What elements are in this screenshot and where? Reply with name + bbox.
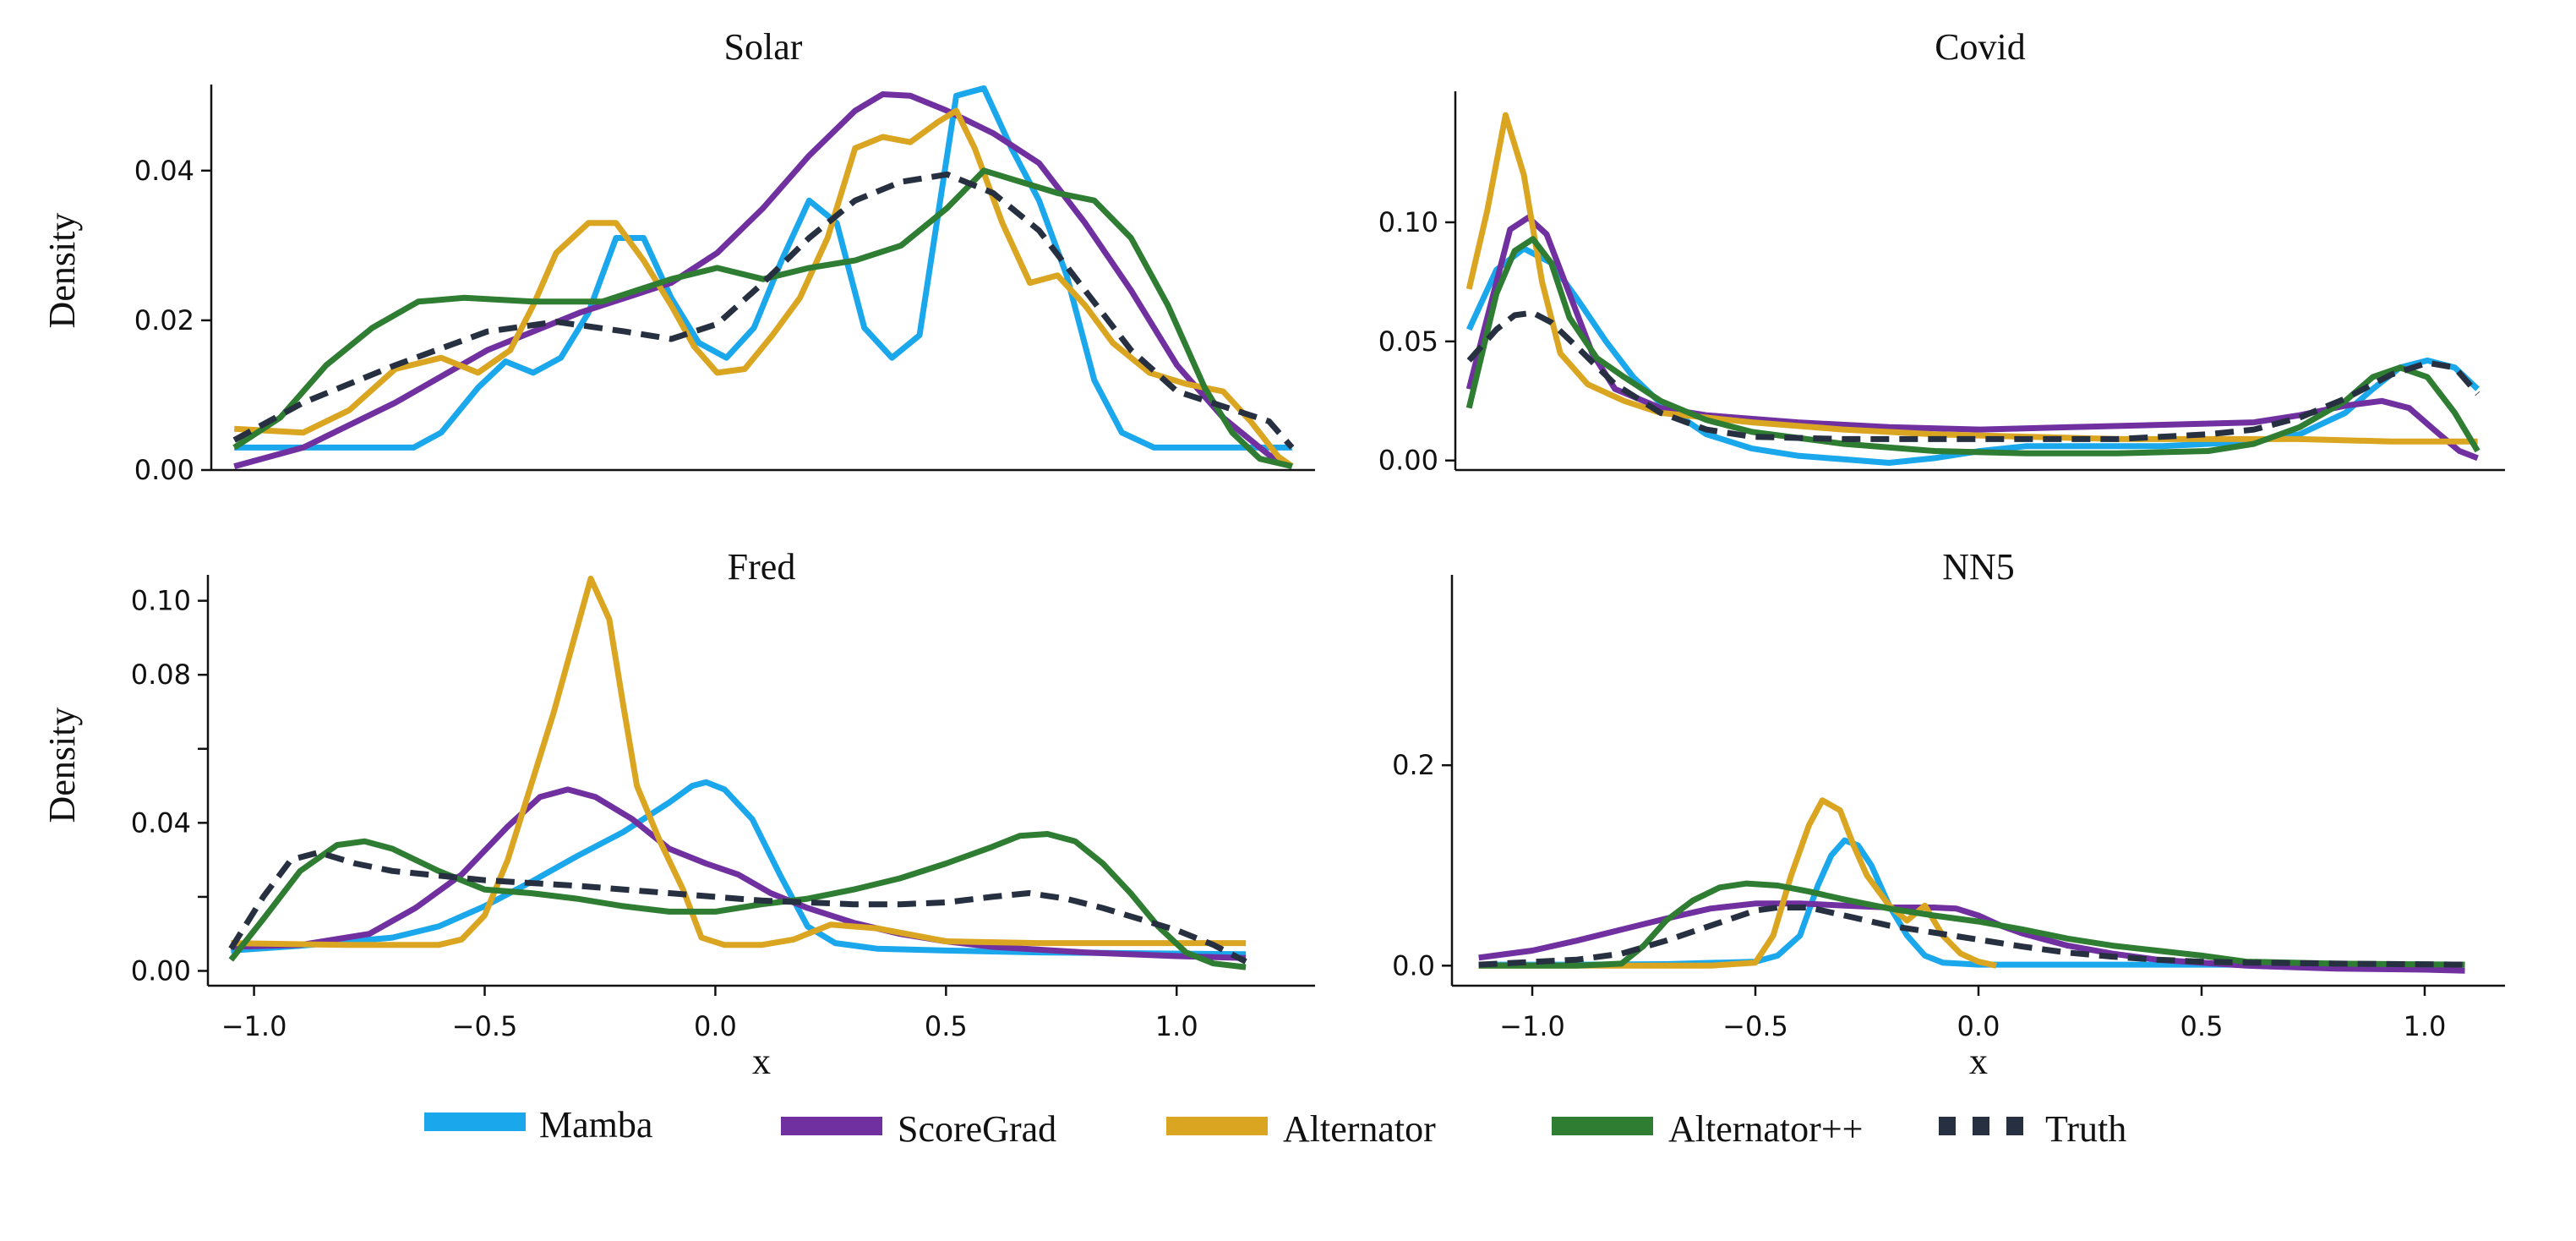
- panel-fred: Fred 0.00 0.04 0.08 0.10 −1.0 −0.5 0.0 0.5 1.0 Den…: [41, 546, 1315, 1082]
- series-line-alternatorplusplus: [232, 167, 1293, 470]
- x-tick-label: 1.0: [1155, 1010, 1198, 1042]
- series-line-alternator: [1478, 797, 1997, 969]
- x-axis-label: x: [752, 1041, 771, 1082]
- x-axis-label: x: [1969, 1041, 1988, 1082]
- x-tick-label: −0.5: [452, 1010, 518, 1042]
- legend-item-mamba: Mamba: [424, 1104, 652, 1145]
- x-tick-label: 0.0: [1957, 1010, 2000, 1042]
- y-tick-label: 0.02: [134, 304, 194, 336]
- series-line-mamba: [234, 85, 1292, 451]
- legend-item-scoregrad: ScoreGrad: [781, 1108, 1056, 1150]
- y-axis-label: Density: [41, 213, 83, 329]
- y-tick-label: 0.05: [1378, 325, 1438, 358]
- panel-title: Fred: [728, 546, 796, 588]
- x-tick-label: −1.0: [221, 1010, 287, 1042]
- x-tick-label: −0.5: [1722, 1010, 1788, 1042]
- y-tick-label: 0.00: [134, 454, 194, 486]
- y-tick-label: 0.08: [131, 659, 191, 691]
- series-line-alternatorplusplus: [1465, 236, 2480, 456]
- panel-solar: Solar 0.00 0.02 0.04 Density: [41, 26, 1315, 486]
- series-line-scoregrad: [1465, 214, 2479, 462]
- y-tick-label: 0.04: [131, 806, 191, 839]
- legend-label: ScoreGrad: [898, 1108, 1056, 1150]
- series-line-alternator: [234, 107, 1294, 469]
- y-tick-label: 0.10: [131, 585, 191, 617]
- panel-title: Covid: [1935, 26, 2026, 68]
- series-line-truth: [228, 849, 1247, 965]
- y-tick-label: 0.0: [1392, 949, 1435, 981]
- legend-label: Truth: [2045, 1108, 2126, 1150]
- legend-label: Mamba: [539, 1104, 652, 1145]
- series-line-mamba: [231, 779, 1247, 958]
- legend-label: Alternator++: [1668, 1108, 1863, 1150]
- series-line-alternatorplusplus: [1478, 880, 2465, 969]
- panel-covid: Covid 0.00 0.05 0.10: [1378, 26, 2505, 477]
- legend-label: Alternator: [1283, 1108, 1436, 1150]
- series-line-truth: [1478, 905, 2465, 968]
- x-tick-label: 0.5: [2180, 1010, 2224, 1042]
- panel-title: NN5: [1942, 546, 2015, 588]
- y-tick-label: 0.00: [131, 954, 191, 987]
- y-axis-label: Density: [41, 708, 83, 823]
- x-tick-label: −1.0: [1499, 1010, 1565, 1042]
- x-tick-label: 1.0: [2404, 1010, 2447, 1042]
- y-tick-label: 0.10: [1378, 206, 1438, 238]
- panel-nn5: NN5 0.0 0.2 −1.0 −0.5 0.0 0.5 1.0 x: [1392, 546, 2505, 1082]
- series-line-scoregrad: [231, 786, 1247, 961]
- y-tick-label: 0.00: [1378, 445, 1438, 477]
- x-tick-label: 0.0: [694, 1010, 737, 1042]
- legend-item-truth: Truth: [1939, 1108, 2126, 1150]
- panel-title: Solar: [724, 26, 803, 68]
- y-tick-label: 0.04: [134, 155, 194, 187]
- panels: Solar 0.00 0.02 0.04 Density Covid 0.00 0.05 0.1…: [41, 26, 2505, 1082]
- legend: Mamba ScoreGrad Alternator Alternator++ Trut…: [424, 1104, 2126, 1150]
- legend-item-alternatorplusplus: Alternator++: [1552, 1108, 1863, 1150]
- series-line-alternator: [231, 575, 1247, 949]
- series-line-truth: [1466, 309, 2480, 442]
- series-line-mamba: [1478, 837, 2465, 968]
- x-tick-label: 0.5: [925, 1010, 968, 1042]
- y-tick-label: 0.2: [1392, 749, 1435, 781]
- legend-item-alternator: Alternator: [1166, 1108, 1436, 1150]
- series-line-truth: [232, 171, 1295, 450]
